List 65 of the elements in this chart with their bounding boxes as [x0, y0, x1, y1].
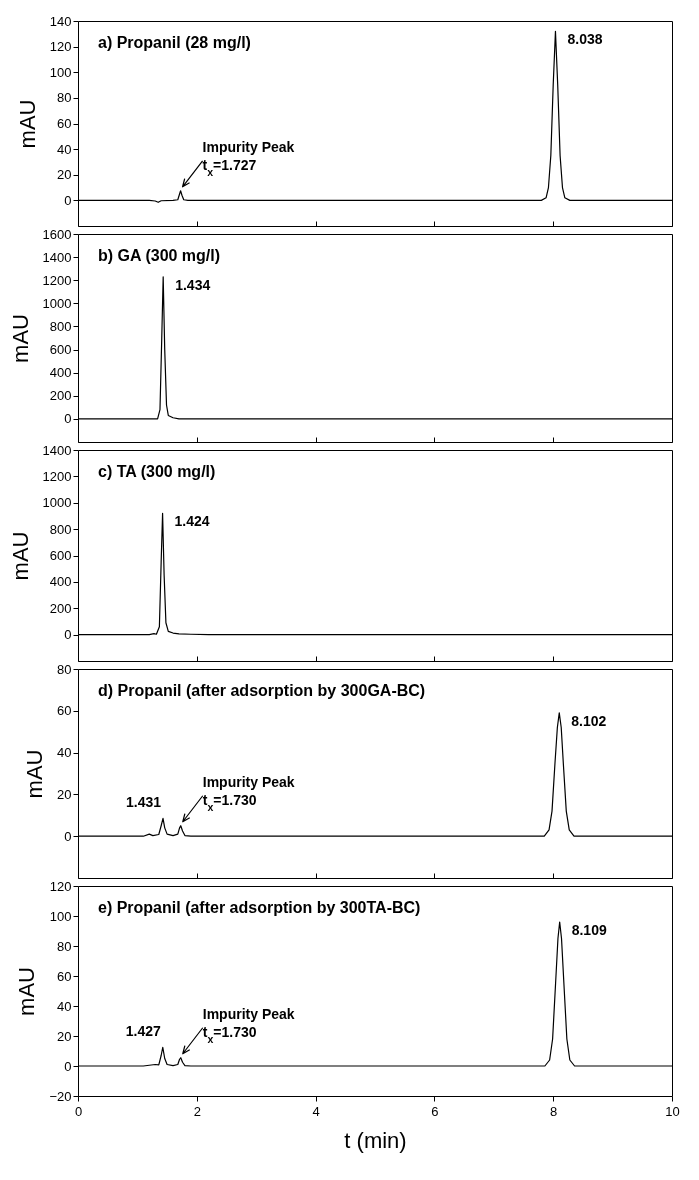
text: c) TA (300 mg/l): [98, 463, 216, 480]
annotation: 1.424: [174, 513, 210, 530]
y-tick-label: 600: [49, 548, 72, 563]
y-tick-label: 800: [49, 318, 72, 334]
y-tick-label: 40: [57, 141, 72, 157]
y-tick-label: 80: [57, 661, 72, 677]
y-tick-label: 400: [49, 574, 72, 590]
y-axis-title: mAU: [14, 967, 40, 1016]
y-tick-label: 600: [49, 342, 72, 358]
annotation: Impurity Peak t$_{x}$=1.727: [202, 138, 295, 178]
y-axis-title: mAU: [7, 531, 33, 581]
annotation: Impurity Peak t$_{x}$=1.730: [202, 773, 295, 813]
y-tick-label: 1200: [42, 272, 72, 288]
x-axis-title: t (min): [344, 1127, 407, 1153]
annotation: 8.109: [571, 922, 607, 938]
y-axis-title: mAU: [7, 314, 33, 363]
x-tick-label: 8: [550, 1103, 558, 1119]
y-axis-title: mAU: [22, 749, 48, 799]
y-tick-label: 200: [49, 388, 72, 404]
x-tick-label: 4: [312, 1103, 320, 1119]
annotation: 1.427: [125, 1023, 161, 1040]
y-tick-label: 1200: [42, 468, 72, 484]
annotation: 1.431: [125, 794, 162, 811]
y-tick-label: 1600: [42, 226, 72, 242]
y-tick-label: 120: [49, 39, 72, 55]
y-tick-label: 120: [49, 878, 72, 894]
y-tick-label: 400: [49, 365, 72, 381]
y-tick-label: 80: [57, 938, 72, 954]
y-tick-label: 100: [49, 908, 72, 924]
y-tick-label: 100: [49, 64, 72, 80]
y-tick-label: 40: [57, 998, 72, 1014]
y-tick-label: 1000: [42, 495, 72, 511]
annotation: Impurity Peak t$_{x}$=1.730: [202, 1005, 295, 1045]
x-tick-label: 6: [431, 1103, 439, 1119]
y-tick-label: 0: [64, 192, 72, 208]
x-tick-label: 0: [74, 1103, 83, 1119]
x-tick-label: 10: [665, 1103, 680, 1119]
y-tick-label: 0: [64, 411, 72, 427]
text: a) Propanil (28 mg/l): [98, 34, 251, 51]
annotation: 1.434: [175, 276, 211, 293]
y-tick-label: 800: [49, 521, 72, 537]
y-tick-label: 0: [64, 627, 72, 643]
y-tick-label: 200: [49, 600, 72, 616]
y-tick-label: 140: [49, 13, 72, 29]
annotation: 8.038: [567, 31, 603, 48]
text: b) GA (300 mg/l): [98, 247, 221, 264]
y-tick-label: 60: [57, 968, 72, 984]
y-tick-label: 60: [57, 703, 72, 719]
y-tick-label: 20: [57, 786, 72, 802]
y-tick-label: 0: [64, 1058, 72, 1074]
y-tick-label: 40: [57, 745, 72, 761]
text: d) Propanil (after adsorption by 300GA-BC): [98, 682, 426, 699]
y-tick-label: 1400: [42, 249, 72, 265]
x-tick-label: 2: [193, 1103, 201, 1119]
y-tick-label: 20: [57, 1028, 72, 1044]
y-tick-label: 1000: [42, 295, 72, 311]
y-tick-label: 60: [57, 116, 72, 131]
text: e) Propanil (after adsorption by 300TA-BC): [98, 899, 421, 916]
annotation: 8.102: [571, 712, 607, 729]
y-axis-title: mAU: [14, 99, 40, 149]
y-tick-label: −20: [49, 1088, 72, 1104]
y-tick-label: 0: [64, 828, 72, 844]
y-tick-label: 20: [57, 167, 72, 183]
y-tick-label: 80: [57, 90, 72, 106]
y-tick-label: 1400: [42, 442, 72, 458]
